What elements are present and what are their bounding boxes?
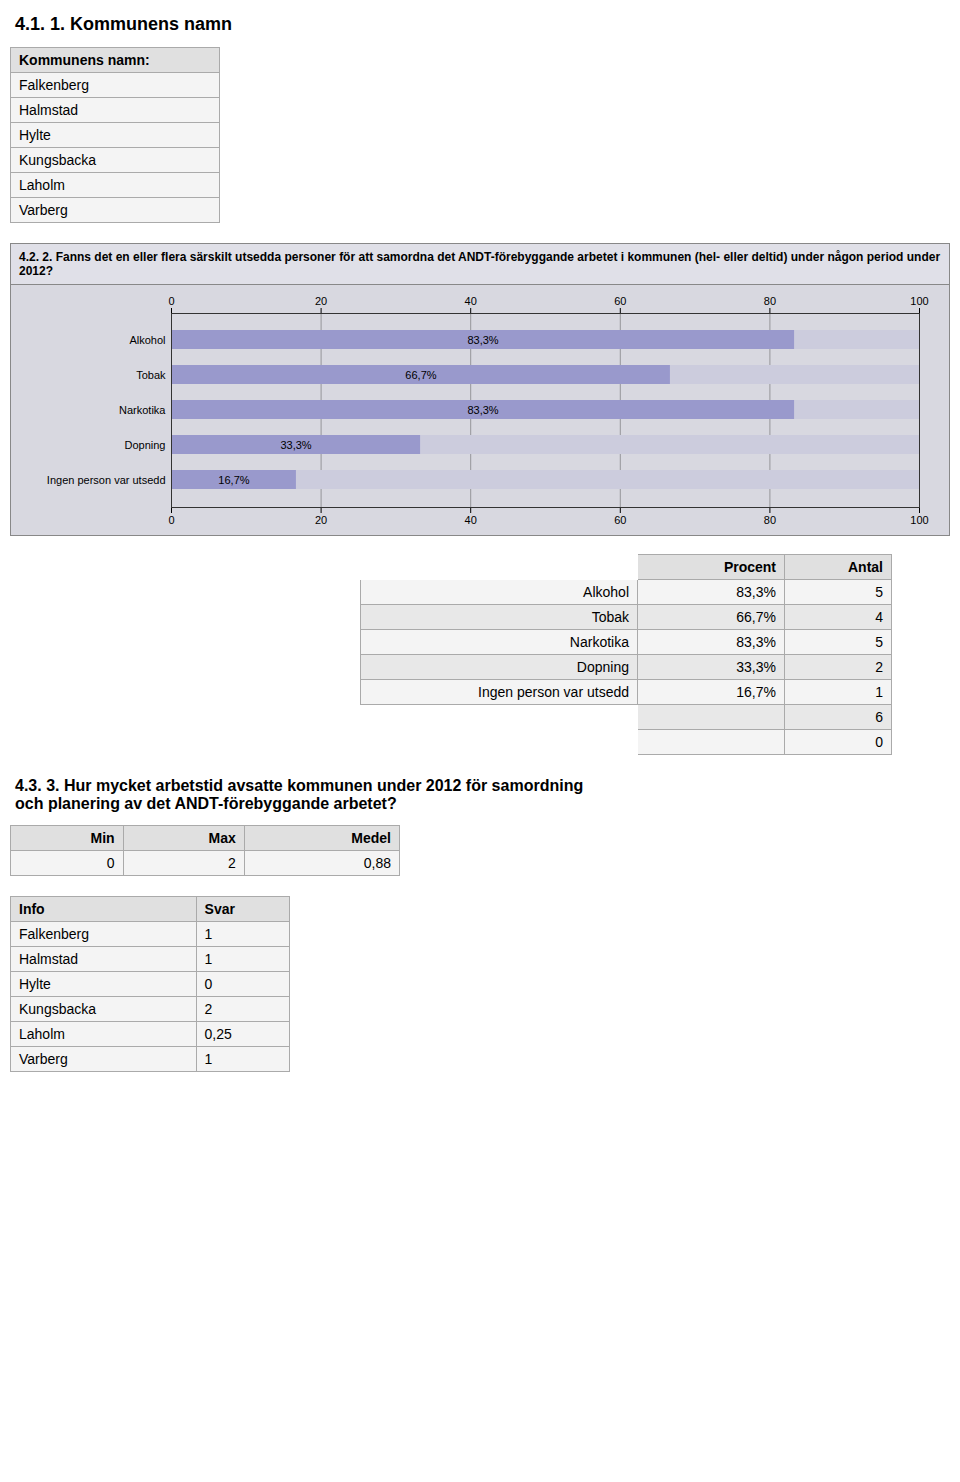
svg-text:0: 0	[168, 514, 174, 526]
html-text:Max: Max	[208, 830, 236, 846]
html-text:Kungsbacka: Kungsbacka	[19, 1001, 97, 1017]
svg-text:100: 100	[910, 295, 928, 307]
html-text:Hylte: Hylte	[19, 976, 51, 992]
svg-text:16,7%: 16,7%	[218, 474, 249, 486]
html-text:Medel: Medel	[351, 830, 391, 846]
svg-text:83,3%: 83,3%	[467, 404, 498, 416]
html-text:Narkotika: Narkotika	[569, 634, 629, 650]
svg-text:Alkohol: Alkohol	[129, 334, 165, 346]
svg-text:0: 0	[168, 295, 174, 307]
html-text:Halmstad: Halmstad	[19, 951, 79, 967]
html-text:Varberg: Varberg	[19, 1051, 68, 1067]
html-text:Info: Info	[19, 901, 45, 917]
html-text:83,3%: 83,3%	[736, 634, 776, 650]
html-text:0: 0	[106, 855, 115, 871]
svg-text:80: 80	[764, 514, 776, 526]
html-text:83,3%: 83,3%	[736, 584, 776, 600]
html-text:Varberg: Varberg	[19, 202, 68, 218]
html-text:5: 5	[875, 634, 883, 650]
svg-text:60: 60	[614, 295, 626, 307]
html-text:Laholm: Laholm	[19, 1026, 65, 1042]
html-text:Ingen person var utsedd: Ingen person var utsedd	[478, 684, 629, 700]
html-text:33,3%: 33,3%	[736, 659, 776, 675]
svg-text:80: 80	[764, 295, 776, 307]
svg-text:40: 40	[465, 295, 477, 307]
html-text:5: 5	[875, 584, 883, 600]
html-text:2: 2	[875, 659, 883, 675]
svg-text:Dopning: Dopning	[125, 439, 166, 451]
svg-text:Tobak: Tobak	[136, 369, 166, 381]
html-text:4: 4	[875, 609, 883, 625]
html-text:Antal: Antal	[848, 559, 883, 575]
html-text:6: 6	[875, 709, 883, 725]
svg-text:20: 20	[315, 295, 327, 307]
html-text:2: 2	[204, 1001, 213, 1017]
html-text:16,7%: 16,7%	[736, 684, 776, 700]
html-text:Min: Min	[90, 830, 115, 846]
html-text:4.2. 2. Fanns det en eller fle: 4.2. 2. Fanns det en eller flera särskil…	[19, 250, 941, 278]
html-text:Hylte: Hylte	[19, 127, 51, 143]
html-text:0: 0	[875, 734, 883, 750]
html-text:0: 0	[204, 976, 213, 992]
html-text:4.3. 3. Hur mycket arbetstid a: 4.3. 3. Hur mycket arbetstid avsatte kom…	[15, 777, 584, 812]
html-text:2: 2	[227, 855, 236, 871]
html-text:66,7%: 66,7%	[736, 609, 776, 625]
html-text:Falkenberg: Falkenberg	[19, 77, 89, 93]
html-text:Tobak: Tobak	[591, 609, 629, 625]
html-text:4.1. 1. Kommunens namn: 4.1. 1. Kommunens namn	[15, 14, 233, 34]
svg-text:40: 40	[465, 514, 477, 526]
html-text:Svar: Svar	[204, 901, 235, 917]
html-text:Alkohol: Alkohol	[583, 584, 629, 600]
html-text:1: 1	[204, 1051, 213, 1067]
html-text:0,88: 0,88	[363, 855, 391, 871]
svg-text:60: 60	[614, 514, 626, 526]
html-text:Kungsbacka: Kungsbacka	[19, 152, 97, 168]
html-text:Halmstad: Halmstad	[19, 102, 79, 118]
svg-text:20: 20	[315, 514, 327, 526]
svg-text:Ingen person var utsedd: Ingen person var utsedd	[47, 474, 166, 486]
html-text:Kommunens namn:: Kommunens namn:	[19, 52, 150, 68]
html-text:1: 1	[875, 684, 883, 700]
svg-text:Narkotika: Narkotika	[119, 404, 166, 416]
html-text:1: 1	[204, 926, 213, 942]
html-text:0,25: 0,25	[204, 1026, 232, 1042]
html-text:Laholm: Laholm	[19, 177, 65, 193]
svg-text:83,3%: 83,3%	[467, 334, 498, 346]
html-text:1: 1	[204, 951, 213, 967]
html-text:Falkenberg: Falkenberg	[19, 926, 89, 942]
svg-text:66,7%: 66,7%	[405, 369, 436, 381]
svg-text:33,3%: 33,3%	[280, 439, 311, 451]
html-text:Dopning: Dopning	[576, 659, 629, 675]
html-text:Procent: Procent	[723, 559, 776, 575]
svg-text:100: 100	[910, 514, 928, 526]
